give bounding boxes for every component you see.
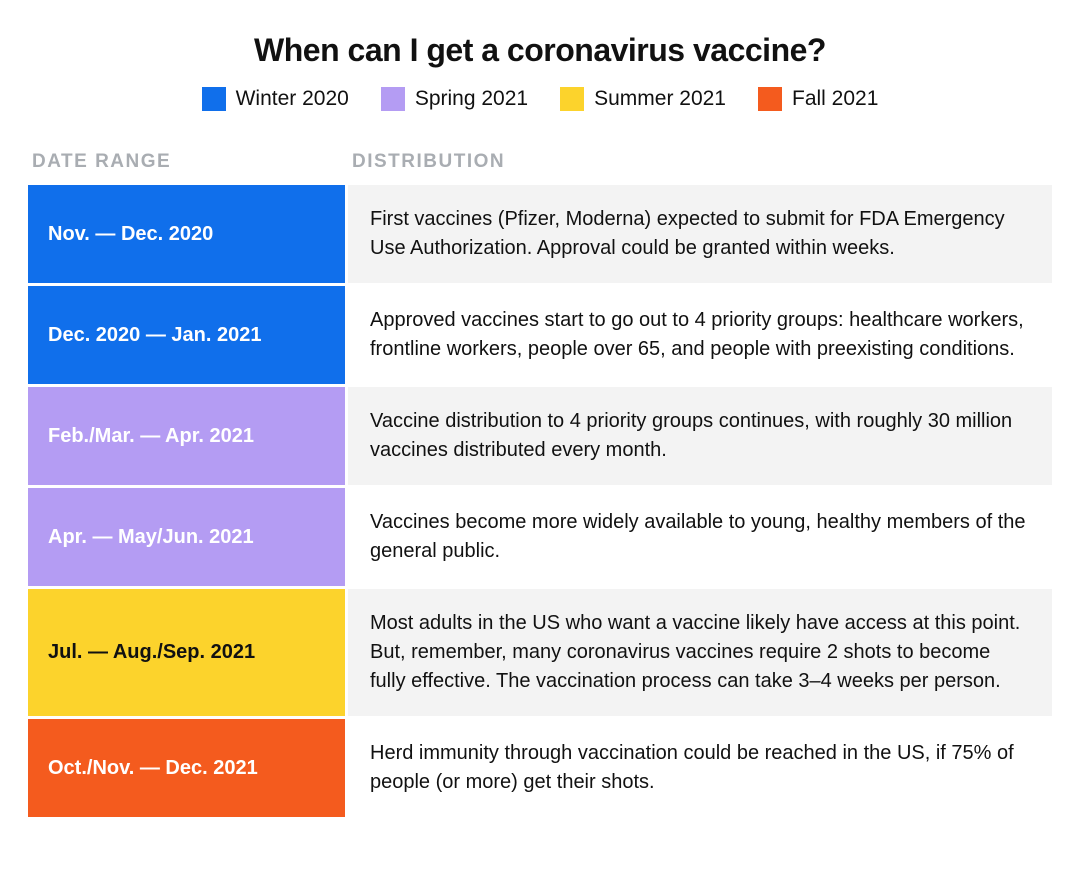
cell-distribution: Most adults in the US who want a vaccine… <box>348 589 1052 716</box>
swatch-icon <box>560 87 584 111</box>
legend-label: Summer 2021 <box>594 87 726 111</box>
cell-distribution: First vaccines (Pfizer, Moderna) expecte… <box>348 185 1052 283</box>
legend-item-fall: Fall 2021 <box>758 87 878 111</box>
table-row: Apr. — May/Jun. 2021 Vaccines become mor… <box>28 488 1052 589</box>
header-date-range: DATE RANGE <box>32 151 352 173</box>
cell-distribution: Vaccine distribution to 4 priority group… <box>348 387 1052 485</box>
legend-item-summer: Summer 2021 <box>560 87 726 111</box>
legend-label: Spring 2021 <box>415 87 528 111</box>
table-row: Dec. 2020 — Jan. 2021 Approved vaccines … <box>28 286 1052 387</box>
legend-label: Winter 2020 <box>236 87 349 111</box>
table-row: Feb./Mar. — Apr. 2021 Vaccine distributi… <box>28 387 1052 488</box>
cell-distribution: Herd immunity through vaccination could … <box>348 719 1052 817</box>
cell-distribution: Vaccines become more widely available to… <box>348 488 1052 586</box>
page-title: When can I get a coronavirus vaccine? <box>28 32 1052 69</box>
legend-item-spring: Spring 2021 <box>381 87 528 111</box>
table-row: Jul. — Aug./Sep. 2021 Most adults in the… <box>28 589 1052 719</box>
legend-item-winter: Winter 2020 <box>202 87 349 111</box>
cell-date-range: Apr. — May/Jun. 2021 <box>28 488 348 586</box>
header-distribution: DISTRIBUTION <box>352 151 1048 173</box>
table-row: Nov. — Dec. 2020 First vaccines (Pfizer,… <box>28 185 1052 286</box>
legend-label: Fall 2021 <box>792 87 878 111</box>
swatch-icon <box>202 87 226 111</box>
cell-date-range: Dec. 2020 — Jan. 2021 <box>28 286 348 384</box>
cell-date-range: Jul. — Aug./Sep. 2021 <box>28 589 348 716</box>
cell-date-range: Feb./Mar. — Apr. 2021 <box>28 387 348 485</box>
swatch-icon <box>758 87 782 111</box>
timeline-table: Nov. — Dec. 2020 First vaccines (Pfizer,… <box>28 185 1052 817</box>
swatch-icon <box>381 87 405 111</box>
column-headers: DATE RANGE DISTRIBUTION <box>28 151 1052 173</box>
cell-date-range: Nov. — Dec. 2020 <box>28 185 348 283</box>
cell-distribution: Approved vaccines start to go out to 4 p… <box>348 286 1052 384</box>
legend: Winter 2020 Spring 2021 Summer 2021 Fall… <box>28 87 1052 111</box>
cell-date-range: Oct./Nov. — Dec. 2021 <box>28 719 348 817</box>
table-row: Oct./Nov. — Dec. 2021 Herd immunity thro… <box>28 719 1052 817</box>
